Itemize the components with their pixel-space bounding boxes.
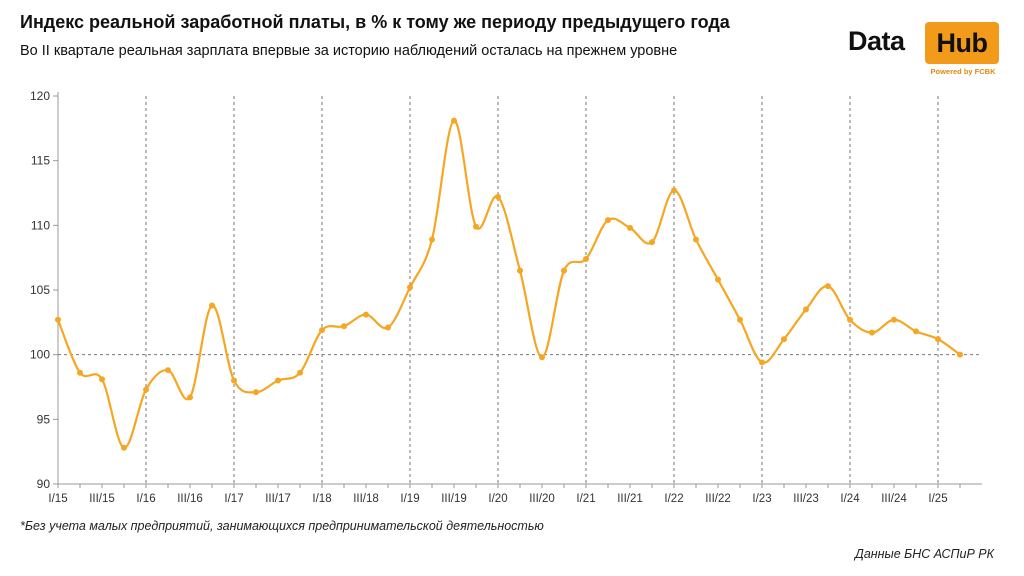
data-point xyxy=(561,267,567,274)
x-tick-label: I/23 xyxy=(752,493,771,505)
x-tick-label: III/19 xyxy=(441,493,467,505)
data-point xyxy=(143,386,149,393)
data-point xyxy=(99,376,105,383)
data-point xyxy=(517,267,523,274)
data-point xyxy=(627,224,633,231)
data-point xyxy=(209,302,215,309)
x-tick-label: I/25 xyxy=(928,493,947,505)
x-tick-label: III/18 xyxy=(353,493,379,505)
x-tick-label: III/15 xyxy=(89,493,115,505)
data-point xyxy=(253,389,259,396)
data-source: Данные БНС АСПиР РК xyxy=(855,547,994,561)
data-point xyxy=(451,117,457,124)
footnote: *Без учета малых предприятий, занимающих… xyxy=(20,519,544,533)
x-tick-label: III/16 xyxy=(177,493,203,505)
data-point xyxy=(913,328,919,335)
x-tick-label: III/20 xyxy=(529,493,555,505)
data-point xyxy=(429,236,435,243)
x-tick-label: I/20 xyxy=(488,493,507,505)
data-point xyxy=(121,444,127,451)
y-tick-label: 90 xyxy=(37,477,51,491)
y-tick-label: 95 xyxy=(37,412,51,426)
data-point xyxy=(297,369,303,376)
data-point xyxy=(781,336,787,343)
data-point xyxy=(275,377,281,384)
data-point xyxy=(539,354,545,361)
data-point xyxy=(495,193,501,200)
x-tick-label: III/22 xyxy=(705,493,731,505)
y-tick-label: 120 xyxy=(30,89,50,103)
y-tick-label: 115 xyxy=(31,154,50,168)
x-tick-label: I/18 xyxy=(312,493,331,505)
data-point xyxy=(825,283,831,290)
data-point xyxy=(693,236,699,243)
datahub-logo: Data Hub Powered by FCBK xyxy=(848,22,1000,78)
data-point xyxy=(847,316,853,323)
x-tick-label: III/21 xyxy=(617,493,643,505)
data-point xyxy=(671,187,677,194)
y-tick-label: 100 xyxy=(30,348,50,362)
chart-title: Индекс реальной заработной платы, в % к … xyxy=(20,12,730,32)
data-point xyxy=(385,324,391,331)
x-tick-label: I/19 xyxy=(400,493,419,505)
data-point xyxy=(473,223,479,230)
logo-word-data: Data xyxy=(848,26,905,56)
data-point xyxy=(803,306,809,313)
logo-tagline: Powered by FCBK xyxy=(930,67,996,76)
data-point xyxy=(363,311,369,318)
y-tick-label: 110 xyxy=(31,218,50,232)
data-point xyxy=(737,316,743,323)
x-tick-label: I/22 xyxy=(664,493,683,505)
data-point xyxy=(891,316,897,323)
data-point xyxy=(187,394,193,401)
series-line xyxy=(56,119,961,449)
x-tick-label: I/24 xyxy=(840,493,860,505)
data-point xyxy=(77,369,83,376)
data-point xyxy=(935,336,941,343)
data-point xyxy=(165,367,171,374)
data-point xyxy=(407,284,413,291)
data-point xyxy=(583,255,589,262)
x-tick-label: I/17 xyxy=(224,493,243,505)
y-tick-label: 105 xyxy=(30,283,50,297)
x-tick-label: III/24 xyxy=(881,493,907,505)
data-point xyxy=(759,359,765,366)
chart-subtitle: Во II квартале реальная зарплата впервые… xyxy=(20,43,678,59)
data-point xyxy=(869,329,875,336)
data-point xyxy=(649,239,655,246)
x-tick-label: III/17 xyxy=(265,493,291,505)
x-tick-label: I/15 xyxy=(48,493,67,505)
data-point xyxy=(319,327,325,334)
logo-word-hub: Hub xyxy=(925,22,999,64)
data-point xyxy=(55,316,61,323)
data-point xyxy=(605,217,611,224)
data-point xyxy=(231,377,237,384)
x-tick-label: I/16 xyxy=(136,493,155,505)
x-tick-label: III/23 xyxy=(793,493,819,505)
data-point xyxy=(715,276,721,283)
x-tick-label: I/21 xyxy=(576,493,595,505)
data-point xyxy=(341,323,347,330)
data-point xyxy=(957,351,963,358)
